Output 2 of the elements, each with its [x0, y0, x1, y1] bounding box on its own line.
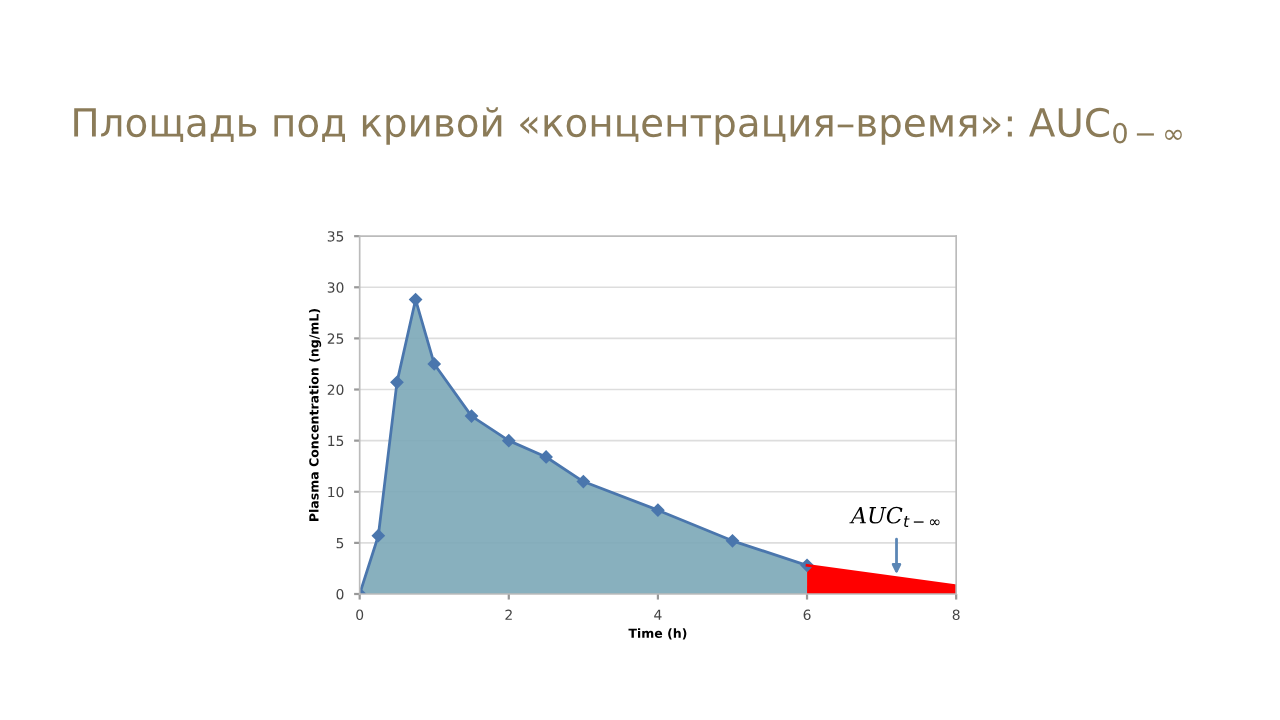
- chart-title: Площадь под кривой «концентрация–время»: AUC$_{0−∞}$: [74, 107, 1182, 145]
- annotation: AUC$_{t−∞}$: [849, 506, 940, 527]
